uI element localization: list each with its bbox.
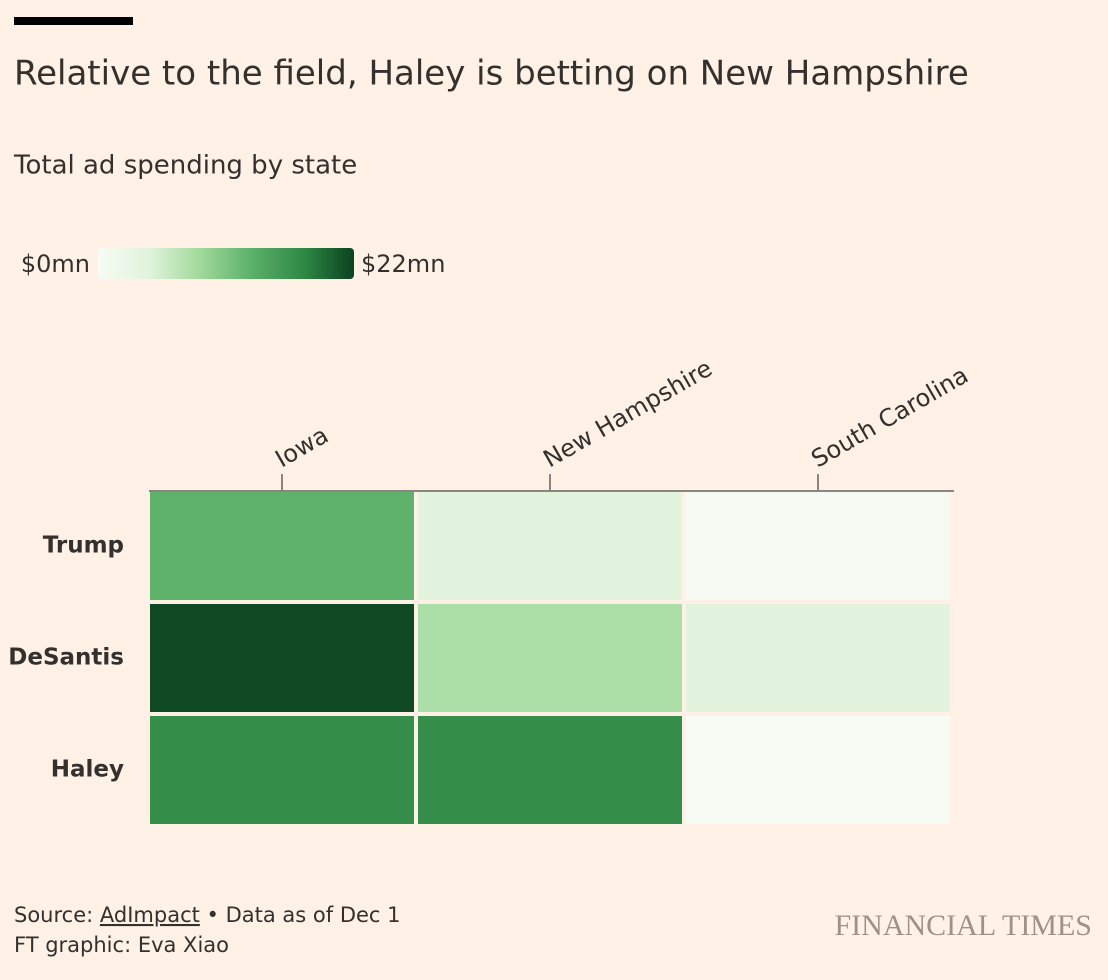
x-tick-label: New Hampshire: [539, 354, 717, 473]
heat-cell: [686, 716, 950, 824]
source-suffix: • Data as of Dec 1: [200, 903, 401, 927]
x-tick-label: South Carolina: [807, 361, 974, 473]
chart-title: Relative to the field, Haley is betting …: [14, 54, 969, 94]
source: Source: AdImpact • Data as of Dec 1: [14, 903, 401, 927]
source-prefix: Source:: [14, 903, 100, 927]
colorbar-label: $22mn: [361, 250, 445, 278]
heat-cell: [418, 716, 682, 824]
colorbar-label: $0mn: [21, 250, 90, 278]
y-tick-label: Haley: [51, 757, 124, 783]
heat-cell: [418, 492, 682, 600]
top-bar: [14, 17, 133, 25]
heat-cell: [686, 492, 950, 600]
heat-cell: [686, 604, 950, 712]
chart-subtitle: Total ad spending by state: [13, 151, 357, 181]
credit: FT graphic: Eva Xiao: [14, 933, 229, 957]
y-tick-label: Trump: [43, 533, 124, 559]
source-link[interactable]: AdImpact: [100, 903, 200, 927]
heat-cell: [418, 604, 682, 712]
x-tick-label: Iowa: [271, 421, 334, 473]
heat-cell: [150, 604, 414, 712]
heat-cell: [150, 492, 414, 600]
heat-cell: [150, 716, 414, 824]
y-tick-label: DeSantis: [8, 645, 124, 671]
brand: FINANCIAL TIMES: [834, 909, 1092, 942]
colorbar: [98, 248, 354, 279]
